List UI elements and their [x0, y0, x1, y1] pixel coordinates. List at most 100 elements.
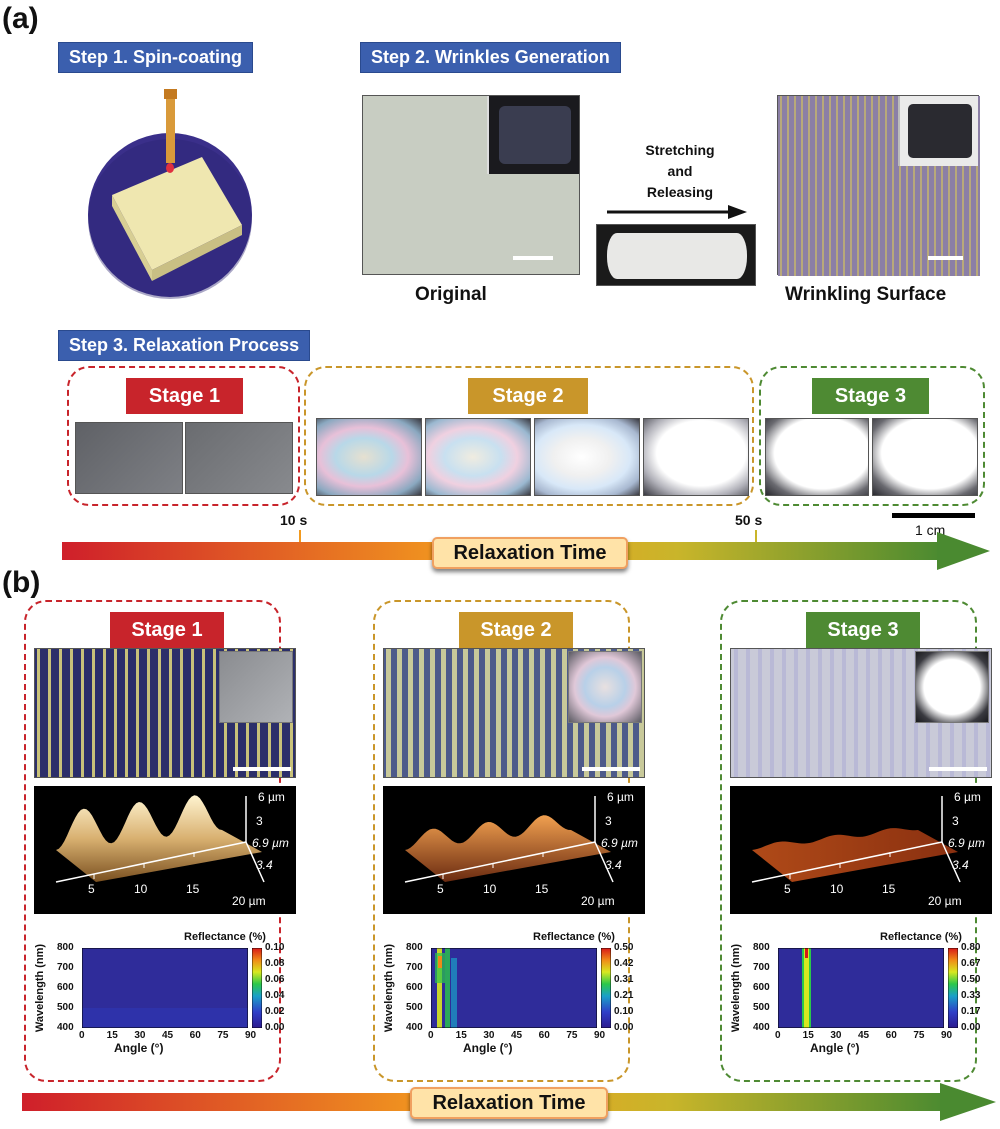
- afm-x-tick-1: 5: [88, 882, 95, 896]
- heatmap-x-tick: 90: [245, 1030, 257, 1041]
- heatmap-x-tick: 90: [941, 1030, 953, 1041]
- heatmap-x-tick: 0: [428, 1030, 434, 1041]
- arrow-label-line1: Stretching: [645, 142, 715, 158]
- heatmap-y-tick: 400: [406, 1022, 423, 1033]
- scale-bar: [929, 767, 987, 771]
- heatmap-x-tick: 45: [858, 1030, 870, 1041]
- heatmap-y-tick: 700: [57, 962, 74, 973]
- stage1-title: Stage 1: [126, 378, 243, 414]
- stage3-micrograph: [730, 648, 992, 778]
- afm-y-bot: 3.4: [256, 858, 273, 872]
- process-arrow-icon: [607, 205, 747, 219]
- afm-x-tick-4: 20 µm: [232, 894, 266, 908]
- heatmap-title: Reflectance (%): [184, 931, 266, 943]
- scale-bar-1cm: [892, 513, 975, 518]
- stage2-box: [304, 366, 754, 506]
- afm-x-tick-4: 20 µm: [581, 894, 615, 908]
- scale-bar: [582, 767, 640, 771]
- heatmap-y-tick: 700: [406, 962, 423, 973]
- stage1-photo-2: [185, 422, 293, 494]
- colorbar-tick: 0.06: [265, 974, 285, 985]
- relaxation-time-badge-b: Relaxation Time: [410, 1087, 608, 1119]
- afm-z-top: 6 µm: [607, 790, 634, 804]
- heatmap-y-tick: 500: [406, 1002, 423, 1013]
- step3-title: Step 3. Relaxation Process: [58, 330, 311, 361]
- stage3-photo-1: [765, 418, 869, 496]
- colorbar-tick: 0.50: [961, 974, 981, 985]
- stage2-photo-2: [425, 418, 531, 496]
- wrinkling-surface-label: Wrinkling Surface: [785, 284, 947, 305]
- heatmap-x-tick: 75: [913, 1030, 925, 1041]
- stage1-sample-inset: [219, 651, 293, 723]
- heatmap-y-tick: 600: [406, 982, 423, 993]
- afm-x-tick-4: 20 µm: [928, 894, 962, 908]
- arrow-label-line2: and: [667, 163, 693, 179]
- original-micrograph: [362, 95, 580, 275]
- afm-x-tick-1: 5: [784, 882, 791, 896]
- colorbar-tick: 0.10: [614, 1006, 634, 1017]
- stage2-column-title: Stage 2: [459, 612, 573, 648]
- arrow-label-line3: Releasing: [646, 184, 714, 200]
- stretch-release-label: Stretching and Releasing: [610, 140, 750, 203]
- stage3-reflectance-heatmap: [778, 948, 944, 1028]
- stage3-photo-2: [872, 418, 978, 496]
- spin-coater-illustration: [88, 89, 252, 299]
- colorbar-tick: 0.17: [961, 1006, 981, 1017]
- heatmap-x-tick: 0: [79, 1030, 85, 1041]
- scale-bar: [513, 256, 553, 260]
- stage2-photo-3: [534, 418, 640, 496]
- colorbar-tick: 0.50: [614, 942, 634, 953]
- heatmap-y-label: Wavelength (nm): [34, 943, 46, 1033]
- colorbar-tick: 0.42: [614, 958, 634, 969]
- afm-x-tick-3: 15: [535, 882, 549, 896]
- stage3-box: [759, 366, 985, 506]
- heatmap-x-tick: 75: [566, 1030, 578, 1041]
- afm-x-tick-3: 15: [882, 882, 896, 896]
- colorbar-tick: 0.00: [614, 1022, 634, 1033]
- stage3-sample-inset: [915, 651, 989, 723]
- heatmap-y-tick: 700: [753, 962, 770, 973]
- stage3-column-title: Stage 3: [806, 612, 920, 648]
- afm-y-top: 6.9 µm: [252, 836, 289, 850]
- heatmap-y-tick: 800: [57, 942, 74, 953]
- stage3-title: Stage 3: [812, 378, 929, 414]
- heatmap-x-tick: 60: [538, 1030, 550, 1041]
- heatmap-y-tick: 500: [753, 1002, 770, 1013]
- stage2-photo-1: [316, 418, 422, 496]
- heatmap-x-tick: 90: [594, 1030, 606, 1041]
- heatmap-y-label: Wavelength (nm): [730, 943, 742, 1033]
- stage1-colorbar: [252, 948, 262, 1028]
- stage2-afm-3d-plot: 6 µm 3 6.9 µm 3.4 5 10 15 20 µm: [383, 786, 645, 914]
- relaxation-time-badge-a: Relaxation Time: [432, 537, 628, 569]
- stage2-micrograph: [383, 648, 645, 778]
- stage3-colorbar: [948, 948, 958, 1028]
- colorbar-tick: 0.00: [265, 1022, 285, 1033]
- heatmap-x-tick: 45: [511, 1030, 523, 1041]
- stage1-column-title: Stage 1: [110, 612, 224, 648]
- afm-y-top: 6.9 µm: [948, 836, 985, 850]
- afm-x-tick-3: 15: [186, 882, 200, 896]
- scale-bar: [233, 767, 291, 771]
- panel-b-label: (b): [2, 566, 41, 599]
- afm-x-tick-2: 10: [134, 882, 148, 896]
- heatmap-x-tick: 60: [189, 1030, 201, 1041]
- heatmap-x-tick: 0: [775, 1030, 781, 1041]
- heatmap-x-tick: 60: [885, 1030, 897, 1041]
- wrinkling-micrograph: [777, 95, 980, 276]
- stage2-sample-inset: [568, 651, 642, 723]
- scale-bar: [928, 256, 963, 260]
- heatmap-x-tick: 30: [134, 1030, 146, 1041]
- colorbar-tick: 0.08: [265, 958, 285, 969]
- original-label: Original: [415, 284, 487, 305]
- original-sample-inset: [487, 96, 579, 174]
- afm-x-tick-2: 10: [830, 882, 844, 896]
- afm-z-top: 6 µm: [954, 790, 981, 804]
- stage2-photo-4: [643, 418, 749, 496]
- stage2-reflectance-heatmap: [431, 948, 597, 1028]
- heatmap-x-tick: 30: [830, 1030, 842, 1041]
- afm-y-bot: 3.4: [605, 858, 622, 872]
- stretched-sample-photo: [596, 224, 756, 286]
- afm-y-bot: 3.4: [952, 858, 969, 872]
- heatmap-y-tick: 400: [753, 1022, 770, 1033]
- afm-x-tick-2: 10: [483, 882, 497, 896]
